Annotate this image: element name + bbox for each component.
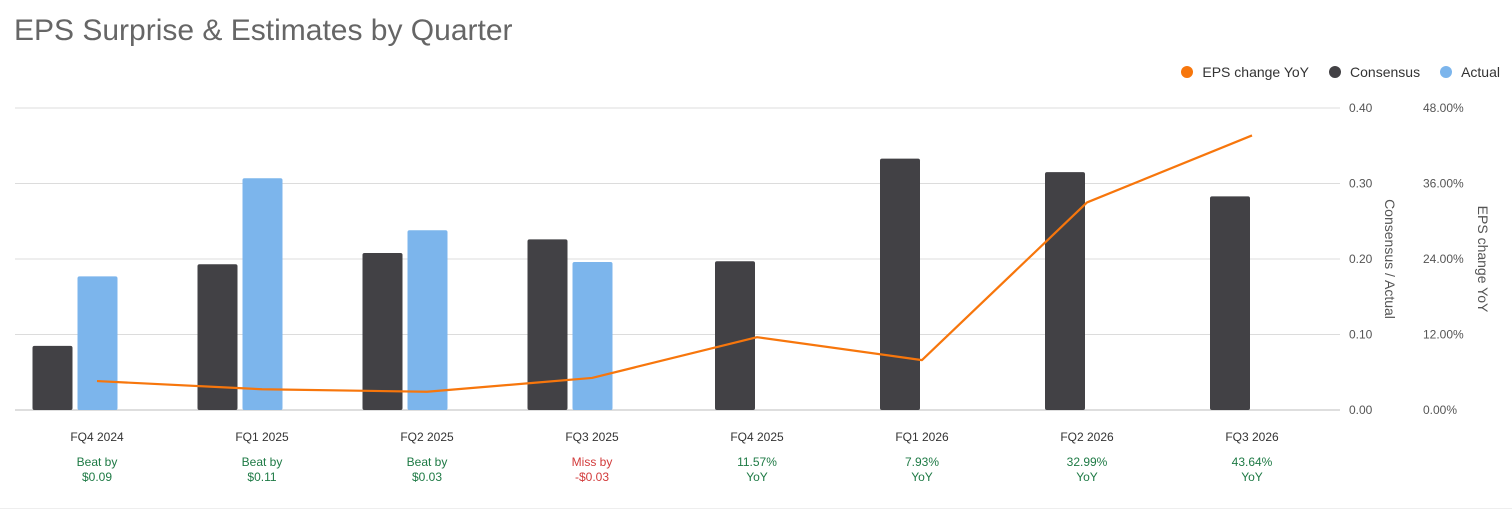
bar-consensus[interactable] [527, 239, 568, 410]
x-axis-tick-label: FQ1 2026 [895, 430, 949, 444]
bar-actual[interactable] [572, 262, 613, 410]
left-axis-tick-label: 0.40 [1349, 101, 1373, 115]
legend-label-consensus: Consensus [1350, 64, 1421, 80]
legend-item-consensus[interactable]: Consensus [1329, 64, 1420, 80]
x-axis-tick-label: FQ2 2026 [1060, 430, 1114, 444]
x-axis-tick-label: FQ1 2025 [235, 430, 289, 444]
chart-title: EPS Surprise & Estimates by Quarter [14, 14, 513, 47]
bar-consensus[interactable] [1210, 196, 1250, 410]
surprise-annotation-value: $0.09 [82, 470, 112, 484]
surprise-annotation: 32.99% [1067, 455, 1108, 469]
left-axis-tick-label: 0.20 [1349, 252, 1373, 266]
right-axis-tick-label: 12.00% [1423, 328, 1464, 342]
x-axis-tick-label: FQ4 2025 [730, 430, 784, 444]
legend-item-actual[interactable]: Actual [1440, 64, 1500, 80]
left-axis-tick-label: 0.10 [1349, 328, 1373, 342]
surprise-annotation: Beat by [242, 455, 283, 469]
bar-actual[interactable] [242, 178, 283, 410]
line-eps-change-yoy[interactable] [96, 134, 1253, 393]
right-axis-tick-label: 36.00% [1423, 177, 1464, 191]
bar-consensus[interactable] [1045, 172, 1085, 410]
surprise-annotation: Beat by [77, 455, 118, 469]
legend-marker-eps-change [1181, 66, 1194, 78]
bar-consensus[interactable] [197, 264, 238, 410]
left-axis-title: Consensus / Actual [1382, 199, 1398, 319]
bar-actual[interactable] [77, 276, 118, 410]
surprise-annotation: Beat by [407, 455, 448, 469]
surprise-annotation-value: $0.11 [247, 470, 276, 484]
bar-consensus[interactable] [32, 345, 73, 410]
right-axis-title: EPS change YoY [1475, 206, 1491, 313]
bar-consensus[interactable] [880, 158, 920, 410]
surprise-annotation-value: -$0.03 [575, 470, 609, 484]
surprise-annotation: Miss by [572, 455, 613, 469]
surprise-annotation-value: YoY [1076, 470, 1098, 484]
x-axis-tick-label: FQ2 2025 [400, 430, 454, 444]
bottom-divider [0, 508, 1512, 509]
surprise-annotation: 7.93% [905, 455, 939, 469]
x-axis-tick-label: FQ3 2025 [565, 430, 619, 444]
right-axis-tick-label: 24.00% [1423, 252, 1464, 266]
surprise-annotation: 43.64% [1232, 455, 1273, 469]
bar-actual[interactable] [407, 230, 448, 410]
left-axis-tick-label: 0.00 [1349, 403, 1373, 417]
bar-consensus[interactable] [362, 252, 403, 410]
left-axis-tick-label: 0.30 [1349, 177, 1373, 191]
legend-marker-consensus [1329, 66, 1342, 78]
x-axis-tick-label: FQ4 2024 [70, 430, 124, 444]
surprise-annotation: 11.57% [737, 455, 777, 469]
bar-consensus[interactable] [715, 261, 755, 410]
legend-marker-actual [1440, 66, 1453, 78]
surprise-annotation-value: YoY [911, 470, 933, 484]
legend-label-eps-change: EPS change YoY [1202, 64, 1310, 80]
surprise-annotation-value: YoY [746, 470, 768, 484]
right-axis-tick-label: 0.00% [1423, 403, 1457, 417]
x-axis-tick-label: FQ3 2026 [1225, 430, 1279, 444]
legend: EPS change YoY Consensus Actual [1181, 64, 1500, 80]
legend-label-actual: Actual [1461, 64, 1500, 80]
right-axis-tick-label: 48.00% [1423, 101, 1464, 115]
surprise-annotation-value: YoY [1241, 470, 1263, 484]
legend-item-eps-change[interactable]: EPS change YoY [1181, 64, 1309, 80]
surprise-annotation-value: $0.03 [412, 470, 442, 484]
